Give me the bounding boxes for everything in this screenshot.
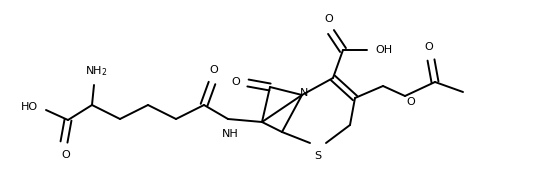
- Text: O: O: [210, 65, 218, 75]
- Text: HO: HO: [21, 102, 38, 112]
- Text: S: S: [315, 151, 322, 161]
- Text: NH: NH: [221, 129, 238, 139]
- Text: OH: OH: [375, 45, 392, 55]
- Text: N: N: [300, 88, 308, 98]
- Text: O: O: [324, 14, 333, 24]
- Text: NH$_2$: NH$_2$: [85, 64, 107, 78]
- Text: O: O: [231, 77, 240, 87]
- Text: O: O: [61, 150, 70, 160]
- Text: O: O: [406, 97, 415, 107]
- Text: O: O: [425, 42, 433, 52]
